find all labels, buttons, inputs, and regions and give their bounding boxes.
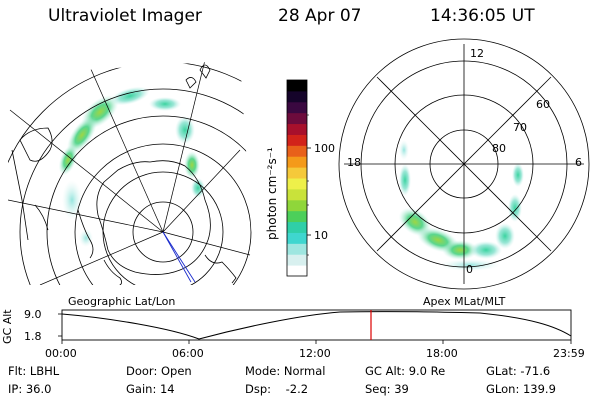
flt-field: Flt: LBHL	[8, 364, 60, 378]
timeline-axis-label: GC Alt	[1, 309, 14, 344]
timeline-xtick-1200: 12:00	[299, 347, 331, 360]
gain-field: Gain: 14	[126, 382, 175, 396]
dsp-field: Dsp: -2.2	[245, 382, 309, 396]
colorbar-tick-10: 10	[314, 229, 328, 242]
ip-field: IP: 36.0	[8, 382, 52, 396]
colorbar-cell	[287, 145, 307, 157]
colorbar-cell	[287, 221, 307, 233]
timeline-xtick-0000: 00:00	[45, 347, 77, 360]
observation-date: 28 Apr 07	[278, 6, 362, 26]
door-field: Door: Open	[126, 364, 192, 378]
gc-alt-field: GC Alt: 9.0 Re	[365, 364, 446, 378]
flt-label: Flt:	[8, 364, 27, 378]
colorbar-cell	[287, 199, 307, 212]
geographic-caption: Geographic Lat/Lon	[68, 295, 176, 308]
glat-value: -71.6	[520, 364, 551, 378]
colorbar-cell	[287, 232, 307, 244]
colorbar-tick-100: 100	[314, 142, 335, 155]
colorbar-cell	[287, 123, 307, 135]
seq-field: Seq: 39	[365, 382, 409, 396]
gc-alt-label: GC Alt:	[365, 364, 406, 378]
gc-alt-value: 9.0 Re	[408, 364, 446, 378]
timeline-xtick-2359: 23:59	[553, 347, 585, 360]
timeline-ytick-high: 9.0	[24, 308, 42, 321]
colorbar-cell	[287, 178, 307, 190]
timeline-xtick-0600: 06:00	[172, 347, 204, 360]
colorbar-cell	[287, 101, 307, 114]
colorbar-cell	[287, 243, 307, 255]
seq-label: Seq:	[365, 382, 391, 396]
dsp-value: -2.2	[285, 382, 309, 396]
glon-label: GLon:	[486, 382, 520, 396]
satellite-track	[162, 231, 196, 283]
auroral-oval-geographic	[58, 86, 205, 247]
colorbar-unit-label: photon cm⁻²s⁻¹	[265, 147, 279, 240]
mlt-lines	[344, 44, 584, 284]
timeline-xtick-1800: 18:00	[426, 347, 458, 360]
mlt-label-6: 6	[575, 156, 582, 169]
colorbar	[286, 79, 311, 277]
mlt-label-18: 18	[347, 156, 361, 169]
colorbar-cell	[287, 112, 307, 125]
mode-label: Mode:	[245, 364, 281, 378]
glon-field: GLon: 139.9	[486, 382, 556, 396]
apex-caption: Apex MLat/MLT	[423, 295, 506, 308]
coastlines	[11, 64, 237, 285]
instrument-title: Ultraviolet Imager	[48, 6, 202, 26]
ip-value: 36.0	[25, 382, 52, 396]
seq-value: 39	[394, 382, 409, 396]
timeline-ytick-low: 1.8	[24, 330, 42, 343]
dsp-label: Dsp:	[245, 382, 272, 396]
door-value: Open	[160, 364, 192, 378]
glon-value: 139.9	[522, 382, 556, 396]
colorbar-cell	[287, 265, 307, 277]
mlat-label-60: 60	[536, 98, 550, 111]
glat-label: GLat:	[486, 364, 517, 378]
door-label: Door:	[126, 364, 158, 378]
observation-time: 14:36:05 UT	[430, 6, 535, 26]
mlat-label-80: 80	[492, 142, 506, 155]
apex-polar-plot	[338, 38, 590, 290]
gain-label: Gain:	[126, 382, 157, 396]
colorbar-cell	[287, 156, 307, 168]
gain-value: 14	[159, 382, 175, 396]
colorbar-cell	[287, 134, 307, 146]
colorbar-cell	[287, 254, 307, 266]
glat-field: GLat: -71.6	[486, 364, 551, 378]
colorbar-cell	[287, 167, 307, 179]
altitude-timeline	[58, 309, 572, 344]
flt-value: LBHL	[29, 364, 60, 378]
mlat-label-70: 70	[513, 121, 527, 134]
colorbar-cell	[287, 90, 307, 103]
mlt-label-12: 12	[470, 47, 484, 60]
auroral-oval-apex	[398, 140, 524, 271]
geographic-map	[8, 60, 255, 285]
longitude-lines	[8, 60, 251, 285]
mode-field: Mode: Normal	[245, 364, 326, 378]
colorbar-cell	[287, 210, 307, 223]
mode-value: Normal	[283, 364, 326, 378]
mlt-label-0: 0	[466, 263, 473, 276]
colorbar-cell	[287, 188, 307, 201]
ip-label: IP:	[8, 382, 23, 396]
colorbar-cell	[287, 80, 307, 92]
